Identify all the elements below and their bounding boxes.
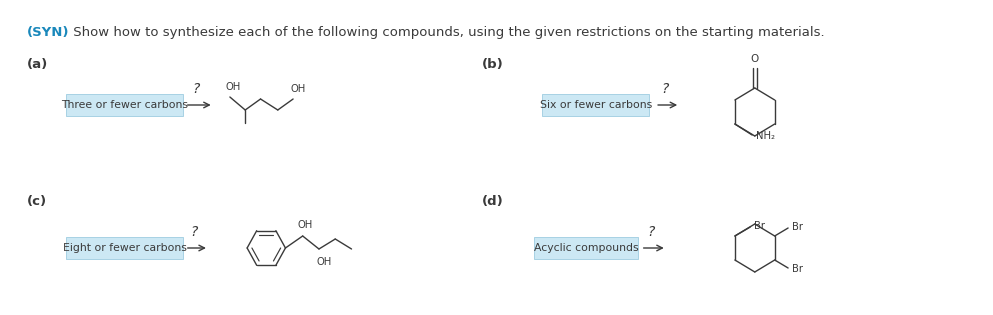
Text: Br: Br	[792, 264, 803, 274]
FancyBboxPatch shape	[67, 237, 183, 259]
FancyBboxPatch shape	[542, 94, 649, 116]
Text: OH: OH	[316, 257, 332, 267]
Text: Eight or fewer carbons: Eight or fewer carbons	[63, 243, 187, 253]
Text: ?: ?	[193, 82, 200, 96]
Text: OH: OH	[225, 82, 240, 92]
Text: (d): (d)	[482, 195, 503, 208]
Text: ?: ?	[647, 225, 654, 239]
Text: Br: Br	[755, 221, 766, 231]
Text: Six or fewer carbons: Six or fewer carbons	[539, 100, 652, 110]
Text: O: O	[751, 54, 759, 64]
Text: (c): (c)	[27, 195, 47, 208]
Text: OH: OH	[298, 220, 313, 230]
Text: Show how to synthesize each of the following compounds, using the given restrict: Show how to synthesize each of the follo…	[69, 26, 824, 39]
Text: ?: ?	[661, 82, 668, 96]
Text: NH₂: NH₂	[756, 131, 775, 141]
FancyBboxPatch shape	[534, 237, 638, 259]
Text: OH: OH	[290, 84, 306, 94]
FancyBboxPatch shape	[67, 94, 183, 116]
Text: Acyclic compounds: Acyclic compounds	[534, 243, 638, 253]
Text: Three or fewer carbons: Three or fewer carbons	[61, 100, 188, 110]
Text: (b): (b)	[482, 58, 503, 71]
Text: Br: Br	[792, 222, 803, 232]
Text: (a): (a)	[27, 58, 48, 71]
Text: (SYN): (SYN)	[27, 26, 70, 39]
Text: ?: ?	[191, 225, 198, 239]
